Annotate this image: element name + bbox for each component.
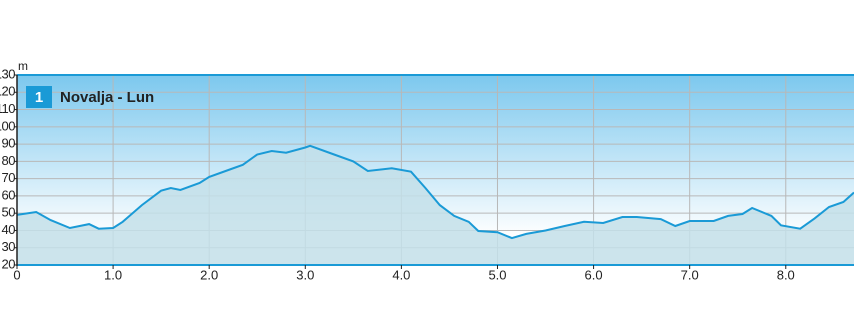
area-layer: [16, 144, 854, 265]
y-tick-label: 90: [2, 136, 16, 151]
x-tick-label: 0: [13, 267, 20, 282]
y-tick-label: 80: [2, 153, 16, 168]
x-tick-label: 6.0: [585, 267, 603, 282]
x-tick-label: 5.0: [488, 267, 506, 282]
x-tick-label: 8.0: [777, 267, 795, 282]
y-tick-label: 130: [0, 66, 15, 81]
y-tick-label: 30: [2, 239, 16, 254]
x-tick-label: 4.0: [392, 267, 410, 282]
x-tick-label: 1.0: [104, 267, 122, 282]
y-tick-label: 120: [0, 84, 15, 99]
y-tick-label: 40: [2, 222, 16, 237]
x-tick-label: 2.0: [200, 267, 218, 282]
y-tick-label: 20: [2, 256, 16, 271]
y-tick-label: 60: [2, 187, 16, 202]
y-tick-label: 110: [0, 101, 15, 116]
badge-box: [26, 86, 52, 108]
y-tick-label: 50: [2, 205, 16, 220]
x-tick-label: 3.0: [296, 267, 314, 282]
y-unit: m: [18, 59, 28, 73]
area-fill: [17, 145, 854, 265]
y-tick-label: 70: [2, 170, 16, 185]
x-tick-label: 7.0: [681, 267, 699, 282]
chart-title: Novalja - Lun: [60, 89, 154, 106]
badge: 1: [35, 89, 43, 106]
labels: 20 30 40 50 60 70 80 90 100 110 120 130 0 1.0 2.0 3.0 4.…: [0, 66, 795, 282]
elevation-line: [16, 144, 854, 240]
y-tick-label: 100: [0, 118, 15, 133]
